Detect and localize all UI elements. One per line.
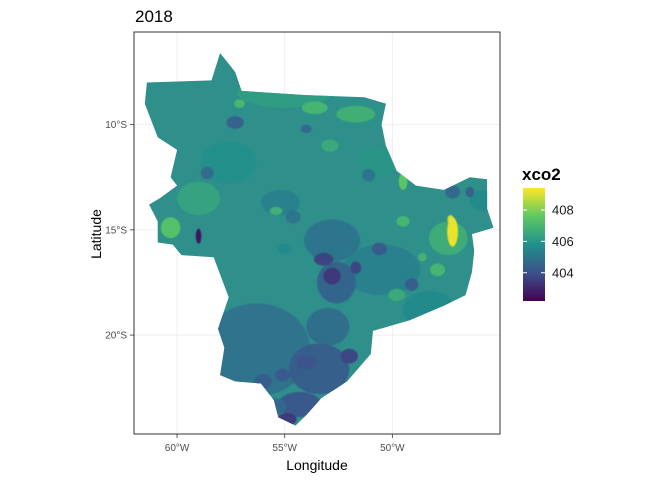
municipality-patch bbox=[447, 217, 458, 247]
municipality-patch bbox=[269, 206, 283, 216]
municipality-patch bbox=[313, 252, 334, 266]
municipality-patch bbox=[445, 185, 461, 199]
municipality-patch bbox=[200, 166, 214, 180]
x-tick-label: 60°W bbox=[165, 443, 190, 454]
municipality-patch bbox=[371, 242, 387, 256]
legend-tick-label: 408 bbox=[552, 202, 574, 217]
municipality-patch bbox=[226, 116, 244, 129]
municipality-patch bbox=[340, 348, 358, 364]
municipality-patch bbox=[388, 288, 406, 302]
municipality-patch bbox=[396, 216, 410, 227]
municipality-patch bbox=[418, 253, 427, 262]
plot-panel bbox=[133, 31, 501, 435]
legend-tick-label: 404 bbox=[552, 265, 574, 280]
municipality-patch bbox=[278, 243, 292, 255]
y-tick-label: 15°S bbox=[105, 225, 127, 236]
municipality-patch bbox=[195, 228, 202, 244]
municipality-patch bbox=[234, 99, 245, 108]
legend-tick-label: 406 bbox=[552, 234, 574, 249]
municipality-patch bbox=[430, 263, 446, 277]
municipality-patch bbox=[300, 124, 312, 133]
municipality-patch bbox=[285, 210, 301, 224]
municipality-patch bbox=[289, 343, 350, 395]
municipality-patch bbox=[336, 105, 376, 123]
color-legend: xco2 404 406 408 bbox=[522, 165, 574, 301]
municipality-patch bbox=[323, 267, 341, 285]
municipality-patch bbox=[362, 168, 376, 182]
x-tick-label: 55°W bbox=[272, 443, 297, 454]
municipality-patch bbox=[465, 186, 475, 198]
municipality-patch bbox=[321, 139, 339, 152]
municipality-patch bbox=[301, 101, 328, 115]
municipality-patch bbox=[306, 307, 350, 346]
y-axis-title: Latitude bbox=[88, 209, 104, 259]
municipality-patch bbox=[160, 217, 181, 239]
municipality-patch bbox=[296, 356, 316, 369]
municipality-patch bbox=[447, 215, 454, 224]
panel-border bbox=[133, 31, 501, 435]
plot-title: 2018 bbox=[135, 7, 173, 26]
municipality-patch bbox=[350, 261, 362, 275]
legend-ticks: 404 406 408 bbox=[523, 202, 574, 280]
municipality-patch bbox=[200, 141, 257, 184]
municipality-patch bbox=[405, 278, 419, 291]
y-tick-label: 20°S bbox=[105, 331, 127, 342]
y-tick-label: 10°S bbox=[105, 120, 127, 131]
municipality-patch bbox=[177, 181, 221, 216]
y-axis: 10°S 15°S 20°S bbox=[105, 120, 134, 342]
x-axis-title: Longitude bbox=[286, 457, 348, 473]
x-axis: 60°W 55°W 50°W bbox=[165, 434, 405, 454]
region-map bbox=[144, 53, 494, 426]
legend-colorbar bbox=[523, 188, 545, 301]
legend-title: xco2 bbox=[522, 165, 561, 184]
municipality-patch bbox=[275, 368, 291, 382]
x-tick-label: 50°W bbox=[380, 443, 405, 454]
municipality-patch bbox=[304, 219, 361, 262]
municipality-patch bbox=[342, 244, 421, 296]
